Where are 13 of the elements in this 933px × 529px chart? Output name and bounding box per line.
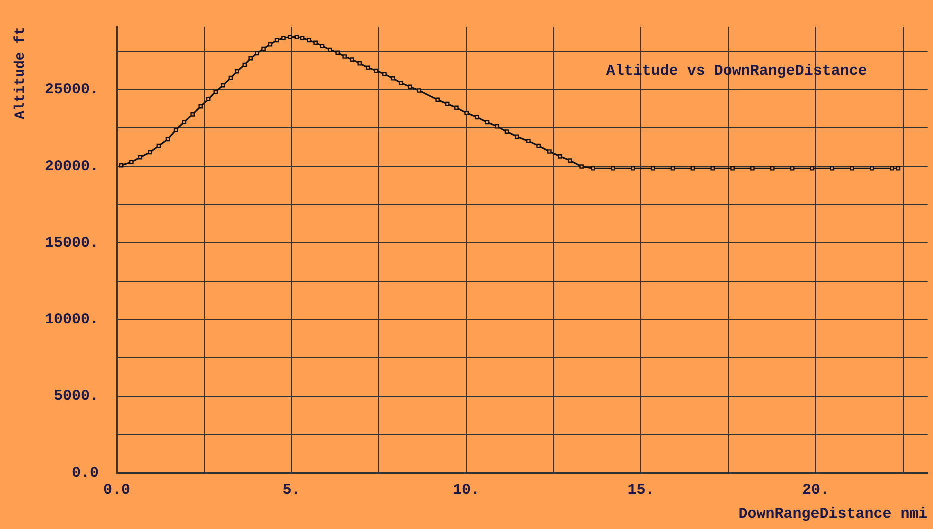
x-tick-label: 0.0 (103, 482, 131, 499)
y-tick-label: 20000. (44, 158, 99, 176)
x-tick-label: 5. (282, 482, 301, 499)
y-tick-label: 10000. (44, 312, 99, 329)
y-tick-label: 15000. (44, 234, 99, 252)
y-tick-label: 5000. (54, 388, 99, 406)
y-tick-label: 25000. (44, 82, 99, 99)
x-tick-label: 20. (802, 482, 830, 499)
x-tick-label: 15. (628, 482, 655, 499)
x-tick-label: 10. (452, 482, 480, 499)
y-tick-label: 0.0 (72, 464, 99, 482)
y-axis-title: Altitude ft (12, 27, 29, 120)
x-axis-title: DownRangeDistance nmi (738, 506, 928, 523)
